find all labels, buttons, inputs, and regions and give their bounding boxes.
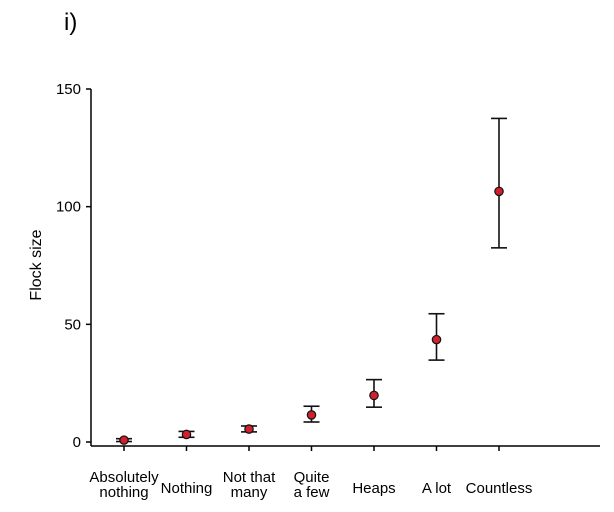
x-tick-label: Not that many (223, 469, 276, 501)
marks (116, 117, 507, 445)
x-tick-label-line: Absolutely (89, 469, 159, 486)
axes: 0 50 100 150 (56, 81, 600, 451)
x-tick-label: Absolutely nothing (89, 469, 159, 501)
x-tick-label: Nothing (161, 480, 213, 497)
x-tick-label: Countless (466, 480, 533, 497)
x-tick-label-line: A lot (422, 480, 452, 497)
data-point (369, 390, 379, 401)
y-axis-title: Flock size (28, 229, 45, 300)
x-tick-label-line: Heaps (352, 480, 395, 497)
x-tick-label-line: nothing (99, 484, 148, 501)
x-tick-label-line: a few (294, 484, 330, 501)
y-tick-label: 0 (73, 434, 81, 451)
x-tick-label-line: Quite (294, 469, 330, 486)
x-tick-label-line: Not that (223, 469, 276, 486)
y-tick-label: 50 (64, 316, 81, 333)
data-point (431, 334, 442, 345)
x-tick-label: Quite a few (294, 469, 330, 501)
data-point (181, 429, 192, 440)
data-point (244, 424, 254, 434)
data-point (494, 186, 504, 197)
y-tick-label: 150 (56, 81, 81, 98)
x-tick-label: Heaps (352, 480, 395, 497)
data-point (306, 410, 317, 420)
x-tick-label-line: many (231, 484, 268, 501)
panel-label: i) (64, 9, 77, 36)
x-tick-label: A lot (422, 480, 452, 497)
x-tick-label-line: Nothing (161, 480, 213, 497)
data-point (119, 435, 129, 445)
x-tick-label-line: Countless (466, 480, 533, 497)
y-tick-label: 100 (56, 199, 81, 216)
